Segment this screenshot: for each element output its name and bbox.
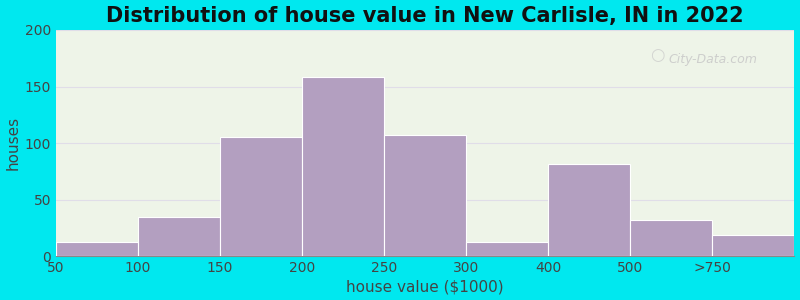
Bar [220, 137, 302, 256]
Bar [138, 217, 220, 256]
Text: City-Data.com: City-Data.com [669, 52, 758, 65]
Bar [302, 77, 384, 256]
Bar [548, 164, 630, 256]
X-axis label: house value ($1000): house value ($1000) [346, 279, 504, 294]
Bar [712, 235, 794, 256]
Text: ○: ○ [650, 46, 665, 64]
Bar [630, 220, 712, 256]
Y-axis label: houses: houses [6, 116, 21, 170]
Bar [56, 242, 138, 256]
Bar [384, 135, 466, 256]
Bar [466, 242, 548, 256]
Title: Distribution of house value in New Carlisle, IN in 2022: Distribution of house value in New Carli… [106, 6, 744, 26]
